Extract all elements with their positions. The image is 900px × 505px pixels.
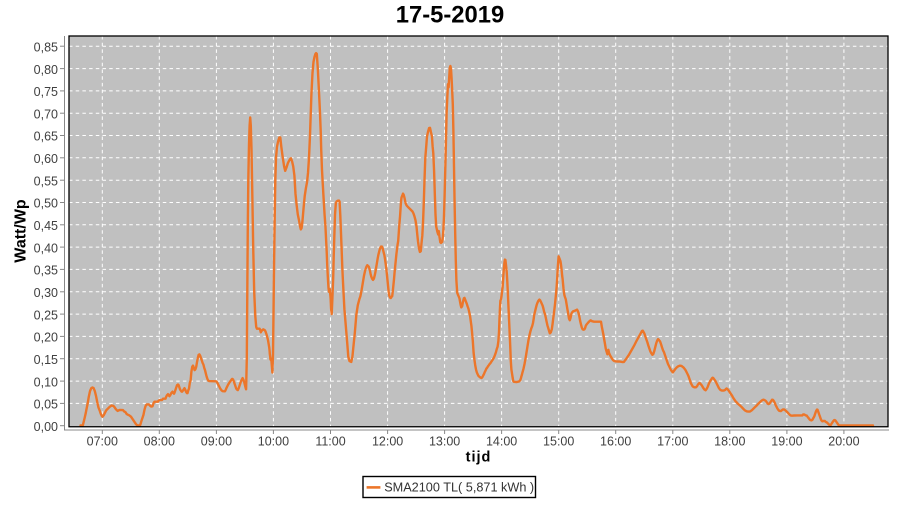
svg-text:08:00: 08:00 <box>144 435 175 449</box>
svg-text:0,70: 0,70 <box>34 107 58 121</box>
svg-text:0,40: 0,40 <box>34 241 58 255</box>
svg-text:0,20: 0,20 <box>34 331 58 345</box>
svg-text:0,25: 0,25 <box>34 308 58 322</box>
svg-text:SMA2100 TL( 5,871 kWh ): SMA2100 TL( 5,871 kWh ) <box>384 481 534 495</box>
svg-text:10:00: 10:00 <box>258 435 289 449</box>
svg-text:11:00: 11:00 <box>315 435 345 449</box>
svg-text:0,85: 0,85 <box>34 40 58 54</box>
svg-text:Watt/Wp: Watt/Wp <box>13 199 30 263</box>
svg-text:15:00: 15:00 <box>543 435 574 449</box>
svg-text:09:00: 09:00 <box>201 435 232 449</box>
svg-text:0,80: 0,80 <box>34 63 58 77</box>
svg-text:18:00: 18:00 <box>714 435 745 449</box>
svg-text:0,00: 0,00 <box>34 420 58 434</box>
svg-text:17-5-2019: 17-5-2019 <box>396 2 505 29</box>
svg-text:0,15: 0,15 <box>34 353 58 367</box>
svg-text:0,05: 0,05 <box>34 398 58 412</box>
svg-text:0,35: 0,35 <box>34 264 58 278</box>
svg-text:0,55: 0,55 <box>34 174 58 188</box>
svg-text:20:00: 20:00 <box>828 435 859 449</box>
svg-text:14:00: 14:00 <box>486 435 517 449</box>
svg-text:0,65: 0,65 <box>34 130 58 144</box>
svg-text:12:00: 12:00 <box>372 435 403 449</box>
svg-text:16:00: 16:00 <box>600 435 631 449</box>
svg-text:0,45: 0,45 <box>34 219 58 233</box>
svg-text:tijd: tijd <box>466 450 492 466</box>
svg-text:17:00: 17:00 <box>657 435 688 449</box>
svg-text:0,30: 0,30 <box>34 286 58 300</box>
svg-text:0,60: 0,60 <box>34 152 58 166</box>
svg-text:07:00: 07:00 <box>87 435 118 449</box>
svg-text:19:00: 19:00 <box>771 435 802 449</box>
svg-text:0,75: 0,75 <box>34 85 58 99</box>
svg-text:0,10: 0,10 <box>34 375 58 389</box>
svg-text:0,50: 0,50 <box>34 197 58 211</box>
svg-text:13:00: 13:00 <box>429 435 460 449</box>
